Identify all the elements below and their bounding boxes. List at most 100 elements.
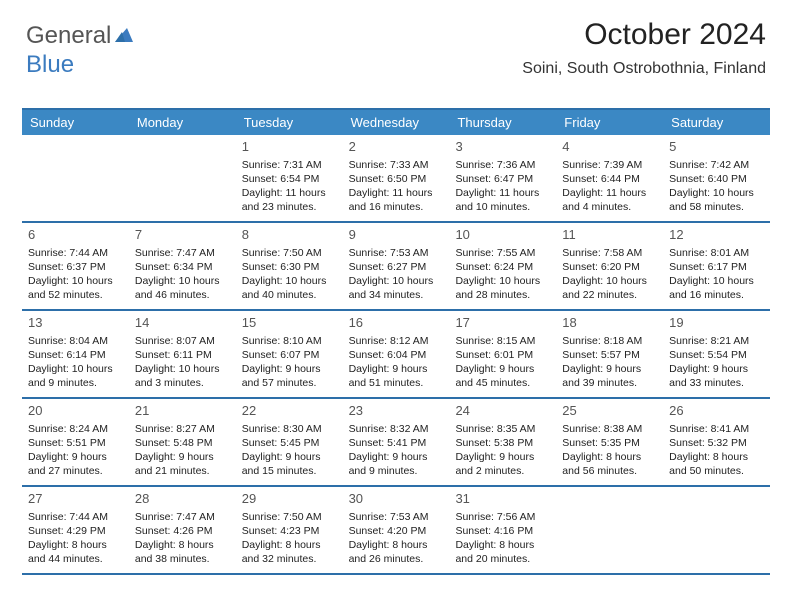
sunrise-text: Sunrise: 8:15 AM — [455, 334, 550, 348]
calendar-cell: 1Sunrise: 7:31 AMSunset: 6:54 PMDaylight… — [236, 135, 343, 221]
calendar-cell: 21Sunrise: 8:27 AMSunset: 5:48 PMDayligh… — [129, 399, 236, 485]
week-row: 27Sunrise: 7:44 AMSunset: 4:29 PMDayligh… — [22, 487, 770, 575]
brand-logo: General Blue — [26, 22, 135, 79]
sunrise-text: Sunrise: 8:35 AM — [455, 422, 550, 436]
calendar-cell — [22, 135, 129, 221]
sunrise-text: Sunrise: 8:32 AM — [349, 422, 444, 436]
sunrise-text: Sunrise: 7:55 AM — [455, 246, 550, 260]
sunrise-text: Sunrise: 8:12 AM — [349, 334, 444, 348]
calendar-cell: 16Sunrise: 8:12 AMSunset: 6:04 PMDayligh… — [343, 311, 450, 397]
calendar-cell: 11Sunrise: 7:58 AMSunset: 6:20 PMDayligh… — [556, 223, 663, 309]
daylight-text: Daylight: 10 hours and 22 minutes. — [562, 274, 657, 302]
day-number: 9 — [349, 226, 444, 244]
day-number: 11 — [562, 226, 657, 244]
day-number: 13 — [28, 314, 123, 332]
calendar-cell: 8Sunrise: 7:50 AMSunset: 6:30 PMDaylight… — [236, 223, 343, 309]
sunrise-text: Sunrise: 7:50 AM — [242, 510, 337, 524]
day-number: 18 — [562, 314, 657, 332]
daylight-text: Daylight: 9 hours and 9 minutes. — [349, 450, 444, 478]
sunset-text: Sunset: 5:41 PM — [349, 436, 444, 450]
sunset-text: Sunset: 4:26 PM — [135, 524, 230, 538]
sunset-text: Sunset: 5:51 PM — [28, 436, 123, 450]
daylight-text: Daylight: 10 hours and 34 minutes. — [349, 274, 444, 302]
daylight-text: Daylight: 10 hours and 28 minutes. — [455, 274, 550, 302]
day-number: 27 — [28, 490, 123, 508]
daylight-text: Daylight: 8 hours and 38 minutes. — [135, 538, 230, 566]
day-number: 24 — [455, 402, 550, 420]
calendar-cell: 9 Sunrise: 7:53 AMSunset: 6:27 PMDaylight… — [343, 223, 450, 309]
day-number: 26 — [669, 402, 764, 420]
week-row: 1Sunrise: 7:31 AMSunset: 6:54 PMDaylight… — [22, 135, 770, 223]
sunset-text: Sunset: 6:14 PM — [28, 348, 123, 362]
calendar-cell: 26Sunrise: 8:41 AMSunset: 5:32 PMDayligh… — [663, 399, 770, 485]
daylight-text: Daylight: 10 hours and 16 minutes. — [669, 274, 764, 302]
calendar-cell: 10Sunrise: 7:55 AMSunset: 6:24 PMDayligh… — [449, 223, 556, 309]
daylight-text: Daylight: 11 hours and 16 minutes. — [349, 186, 444, 214]
sunrise-text: Sunrise: 8:41 AM — [669, 422, 764, 436]
sail-icon — [113, 23, 135, 51]
sunrise-text: Sunrise: 7:56 AM — [455, 510, 550, 524]
sunset-text: Sunset: 5:57 PM — [562, 348, 657, 362]
week-row: 6Sunrise: 7:44 AMSunset: 6:37 PMDaylight… — [22, 223, 770, 311]
daylight-text: Daylight: 8 hours and 50 minutes. — [669, 450, 764, 478]
daylight-text: Daylight: 9 hours and 15 minutes. — [242, 450, 337, 478]
day-header-sunday: Sunday — [22, 110, 129, 135]
brand-part1: General — [26, 22, 111, 49]
calendar-cell: 15Sunrise: 8:10 AMSunset: 6:07 PMDayligh… — [236, 311, 343, 397]
daylight-text: Daylight: 11 hours and 10 minutes. — [455, 186, 550, 214]
day-number: 2 — [349, 138, 444, 156]
day-number: 21 — [135, 402, 230, 420]
sunset-text: Sunset: 5:38 PM — [455, 436, 550, 450]
calendar-cell: 27Sunrise: 7:44 AMSunset: 4:29 PMDayligh… — [22, 487, 129, 573]
sunset-text: Sunset: 6:04 PM — [349, 348, 444, 362]
sunset-text: Sunset: 6:07 PM — [242, 348, 337, 362]
calendar-cell: 14Sunrise: 8:07 AMSunset: 6:11 PMDayligh… — [129, 311, 236, 397]
daylight-text: Daylight: 11 hours and 23 minutes. — [242, 186, 337, 214]
sunrise-text: Sunrise: 7:47 AM — [135, 246, 230, 260]
sunrise-text: Sunrise: 7:33 AM — [349, 158, 444, 172]
day-number: 5 — [669, 138, 764, 156]
sunrise-text: Sunrise: 7:53 AM — [349, 510, 444, 524]
daylight-text: Daylight: 11 hours and 4 minutes. — [562, 186, 657, 214]
day-number: 23 — [349, 402, 444, 420]
day-header-friday: Friday — [556, 110, 663, 135]
sunrise-text: Sunrise: 7:44 AM — [28, 246, 123, 260]
sunrise-text: Sunrise: 7:44 AM — [28, 510, 123, 524]
daylight-text: Daylight: 10 hours and 58 minutes. — [669, 186, 764, 214]
calendar-cell: 6Sunrise: 7:44 AMSunset: 6:37 PMDaylight… — [22, 223, 129, 309]
daylight-text: Daylight: 9 hours and 39 minutes. — [562, 362, 657, 390]
calendar-cell: 7Sunrise: 7:47 AMSunset: 6:34 PMDaylight… — [129, 223, 236, 309]
sunset-text: Sunset: 6:24 PM — [455, 260, 550, 274]
day-header-row: Sunday Monday Tuesday Wednesday Thursday… — [22, 110, 770, 135]
sunset-text: Sunset: 6:20 PM — [562, 260, 657, 274]
calendar-cell: 19Sunrise: 8:21 AMSunset: 5:54 PMDayligh… — [663, 311, 770, 397]
sunrise-text: Sunrise: 7:50 AM — [242, 246, 337, 260]
calendar-cell: 30Sunrise: 7:53 AMSunset: 4:20 PMDayligh… — [343, 487, 450, 573]
daylight-text: Daylight: 9 hours and 21 minutes. — [135, 450, 230, 478]
week-row: 13Sunrise: 8:04 AMSunset: 6:14 PMDayligh… — [22, 311, 770, 399]
sunrise-text: Sunrise: 8:18 AM — [562, 334, 657, 348]
day-number: 25 — [562, 402, 657, 420]
day-number: 20 — [28, 402, 123, 420]
day-number: 16 — [349, 314, 444, 332]
daylight-text: Daylight: 8 hours and 56 minutes. — [562, 450, 657, 478]
calendar-cell: 20Sunrise: 8:24 AMSunset: 5:51 PMDayligh… — [22, 399, 129, 485]
calendar-cell: 24Sunrise: 8:35 AMSunset: 5:38 PMDayligh… — [449, 399, 556, 485]
sunset-text: Sunset: 4:16 PM — [455, 524, 550, 538]
sunrise-text: Sunrise: 7:53 AM — [349, 246, 444, 260]
location-label: Soini, South Ostrobothnia, Finland — [522, 60, 766, 78]
day-number: 19 — [669, 314, 764, 332]
calendar-cell: 17Sunrise: 8:15 AMSunset: 6:01 PMDayligh… — [449, 311, 556, 397]
sunset-text: Sunset: 4:23 PM — [242, 524, 337, 538]
day-number: 22 — [242, 402, 337, 420]
day-header-thursday: Thursday — [449, 110, 556, 135]
daylight-text: Daylight: 10 hours and 40 minutes. — [242, 274, 337, 302]
day-number: 7 — [135, 226, 230, 244]
daylight-text: Daylight: 8 hours and 32 minutes. — [242, 538, 337, 566]
sunset-text: Sunset: 6:30 PM — [242, 260, 337, 274]
daylight-text: Daylight: 8 hours and 26 minutes. — [349, 538, 444, 566]
daylight-text: Daylight: 8 hours and 20 minutes. — [455, 538, 550, 566]
header-right: October 2024 Soini, South Ostrobothnia, … — [522, 18, 766, 78]
sunset-text: Sunset: 5:54 PM — [669, 348, 764, 362]
sunset-text: Sunset: 6:27 PM — [349, 260, 444, 274]
